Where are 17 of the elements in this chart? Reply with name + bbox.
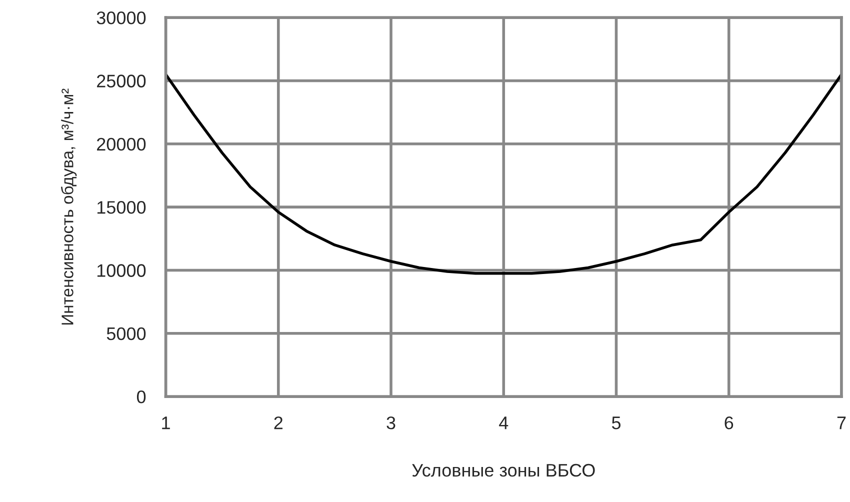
y-tick-label: 10000 (97, 264, 146, 277)
y-tick-label: 15000 (97, 201, 146, 214)
y-axis-title: Интенсивность обдува, м³/ч·м² (60, 88, 77, 324)
y-tick-label: 0 (136, 390, 146, 404)
y-tick-label: 25000 (97, 74, 146, 88)
x-tick-label: 6 (724, 416, 734, 430)
x-tick-label: 3 (386, 416, 396, 430)
y-tick-label: 30000 (96, 12, 146, 24)
x-tick-label: 5 (612, 416, 621, 430)
x-tick-label: 1 (162, 416, 170, 430)
x-tick-label: 2 (274, 416, 282, 430)
y-tick-label: 5000 (106, 327, 146, 340)
line-series (166, 73, 842, 275)
x-tick-label: 4 (499, 416, 508, 430)
x-axis-title: Условные зоны ВБСО (412, 464, 595, 477)
y-tick-label: 20000 (97, 138, 146, 151)
x-tick-label: 7 (837, 416, 846, 430)
